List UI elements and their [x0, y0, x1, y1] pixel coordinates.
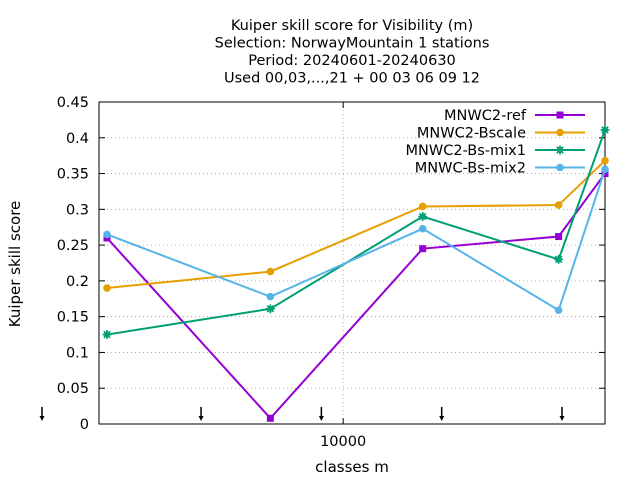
y-tick-label: 0.25	[57, 238, 89, 254]
data-point	[266, 414, 274, 422]
legend-label: MNWC2-ref	[444, 108, 527, 124]
x-axis-label: classes m	[315, 458, 389, 476]
data-point	[266, 292, 275, 301]
marker-rays	[600, 125, 610, 135]
data-point	[601, 156, 609, 165]
x-axis: 10000	[39, 102, 565, 450]
data-point	[418, 202, 427, 211]
x-arrow-head	[39, 416, 45, 421]
y-tick-label: 0.1	[66, 345, 89, 361]
data-point	[601, 165, 609, 174]
y-tick-label: 0.35	[57, 167, 89, 183]
y-axis: 0 0.05 0.1 0.15 0.2 0.25 0.3 0.35 0.4 0.45	[57, 95, 605, 433]
series-MNWC2-Bscale	[103, 156, 609, 292]
data-point	[601, 170, 609, 178]
data-point	[103, 284, 111, 292]
legend-marker	[555, 145, 565, 155]
marker-rays	[102, 330, 112, 340]
legend-marker	[556, 128, 564, 137]
data-point	[554, 306, 563, 315]
grid	[99, 102, 605, 424]
data-point	[554, 254, 564, 264]
series-MNWC2-Bs-mix1	[102, 125, 610, 340]
y-tick-label: 0.05	[57, 381, 89, 397]
data-point	[554, 201, 563, 209]
data-point	[265, 304, 275, 314]
x-arrow-head	[559, 416, 565, 421]
series-line	[106, 159, 606, 290]
y-tick-label: 0.4	[66, 131, 89, 147]
x-arrow-head	[198, 416, 204, 421]
chart-title: Kuiper skill score for Visibility (m) Sel…	[215, 18, 490, 87]
marker-rays	[265, 304, 275, 314]
series-line	[106, 172, 606, 420]
plot-area	[98, 101, 606, 425]
data-point	[266, 267, 275, 276]
data-point	[419, 245, 427, 253]
x-tick-label: 10000	[320, 434, 366, 450]
series-MNWC-Bs-mix2	[103, 165, 609, 315]
marker-rays	[554, 254, 564, 264]
x-arrow-head	[318, 416, 324, 421]
series-layer	[102, 125, 610, 422]
title-line: Kuiper skill score for Visibility (m)	[231, 18, 473, 34]
y-tick-label: 0.3	[66, 202, 89, 218]
title-line: Selection: NorwayMountain 1 stations	[215, 36, 490, 52]
y-tick-label: 0.15	[57, 310, 89, 326]
data-point	[555, 233, 563, 241]
y-tick-label: 0.45	[57, 95, 89, 111]
data-point	[418, 224, 427, 233]
data-point	[103, 230, 111, 239]
y-tick-label: 0	[80, 417, 89, 433]
series-MNWC2-ref	[103, 170, 609, 422]
title-line: Used 00,03,...,21 + 00 03 06 09 12	[224, 71, 480, 87]
legend-label: MNWC-Bs-mix2	[415, 161, 526, 177]
title-line: Period: 20240601-20240630	[248, 53, 456, 69]
legend-marker	[556, 111, 564, 119]
series-line	[106, 129, 606, 336]
marker-rays	[555, 145, 565, 155]
x-arrow-head	[439, 416, 445, 421]
legend-label: MNWC2-Bs-mix1	[406, 143, 526, 159]
y-axis-label: Kuiper skill score	[6, 201, 24, 328]
y-tick-label: 0.2	[66, 274, 89, 290]
legend-marker	[556, 163, 564, 172]
marker-rays	[418, 211, 428, 221]
data-point	[600, 125, 610, 135]
data-point	[102, 330, 112, 340]
data-point	[418, 211, 428, 221]
legend-label: MNWC2-Bscale	[417, 126, 526, 142]
